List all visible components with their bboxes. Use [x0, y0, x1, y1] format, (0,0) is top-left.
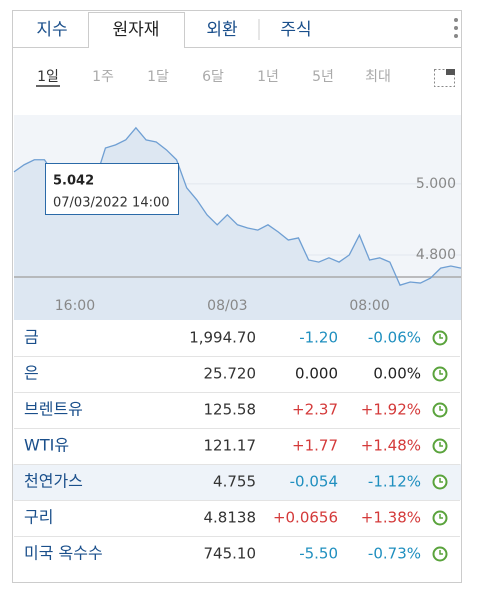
- row-percent: -1.12%: [368, 473, 421, 491]
- y-tick-label: 4.800: [416, 247, 456, 263]
- x-tick-label: 08:00: [349, 298, 389, 314]
- clock-icon: [432, 546, 448, 562]
- row-percent: +1.48%: [361, 437, 421, 455]
- clock-hands: [439, 334, 443, 339]
- row-change: +2.37: [292, 401, 338, 419]
- clock-hands: [439, 406, 443, 411]
- clock-icon: [432, 366, 448, 382]
- row-price: 745.10: [204, 545, 257, 563]
- x-tick-label: 16:00: [55, 298, 95, 314]
- row-change: -0.054: [290, 473, 338, 491]
- clock-icon: [432, 402, 448, 418]
- row-name[interactable]: 구리: [24, 508, 53, 527]
- active-tab: [88, 12, 185, 48]
- clock-icon: [432, 510, 448, 526]
- row-name[interactable]: 금: [24, 328, 39, 347]
- tooltip-date: 07/03/2022 14:00: [53, 196, 170, 211]
- x-tick-label: 08/03: [207, 298, 247, 314]
- row-percent: 0.00%: [373, 365, 421, 383]
- row-name[interactable]: 천연가스: [24, 472, 83, 491]
- y-tick-label: 5.000: [416, 176, 456, 192]
- row-price: 4.8138: [204, 509, 257, 527]
- row-percent: -0.73%: [368, 545, 421, 563]
- tab[interactable]: 주식: [280, 20, 311, 40]
- tooltip: [45, 163, 179, 215]
- clock-hands: [439, 514, 443, 519]
- row-price: 121.17: [204, 437, 257, 455]
- clock-hands: [439, 550, 443, 555]
- period[interactable]: 1주: [92, 69, 114, 85]
- row-price: 25.720: [204, 365, 257, 383]
- row-change: +1.77: [292, 437, 338, 455]
- row-change: -5.50: [299, 545, 338, 563]
- clock-hands: [439, 442, 443, 447]
- row-percent: +1.38%: [361, 509, 421, 527]
- period[interactable]: 1일: [37, 69, 59, 85]
- row-price: 1,994.70: [189, 329, 256, 347]
- row-percent: -0.06%: [368, 329, 421, 347]
- period[interactable]: 1년: [257, 69, 279, 85]
- row-name[interactable]: 미국 옥수수: [24, 544, 103, 563]
- period[interactable]: 최대: [365, 69, 391, 85]
- period[interactable]: 5년: [312, 69, 334, 85]
- clock-icon: [432, 438, 448, 454]
- clock-hands: [439, 370, 443, 375]
- row-name[interactable]: WTI유: [24, 436, 69, 455]
- tab[interactable]: 외환: [206, 20, 237, 40]
- fullscreen-icon[interactable]: [434, 69, 456, 87]
- clock-hands: [439, 478, 443, 483]
- tooltip-value: 5.042: [53, 174, 94, 189]
- row-change: -1.20: [299, 329, 338, 347]
- tab[interactable]: 지수: [36, 20, 67, 40]
- period[interactable]: 6달: [202, 69, 224, 85]
- row-price: 4.755: [213, 473, 256, 491]
- row-name[interactable]: 브렌트유: [24, 400, 83, 419]
- tab[interactable]: 원자재: [113, 20, 160, 40]
- row-highlight: [13, 464, 461, 500]
- period[interactable]: 1달: [147, 69, 169, 85]
- row-change: 0.000: [295, 365, 338, 383]
- kebab[interactable]: [454, 18, 458, 38]
- row-percent: +1.92%: [361, 401, 421, 419]
- row-price: 125.58: [204, 401, 257, 419]
- row-name[interactable]: 은: [24, 364, 39, 383]
- clock-icon: [432, 330, 448, 346]
- row-change: +0.0656: [273, 509, 338, 527]
- clock-icon: [432, 474, 448, 490]
